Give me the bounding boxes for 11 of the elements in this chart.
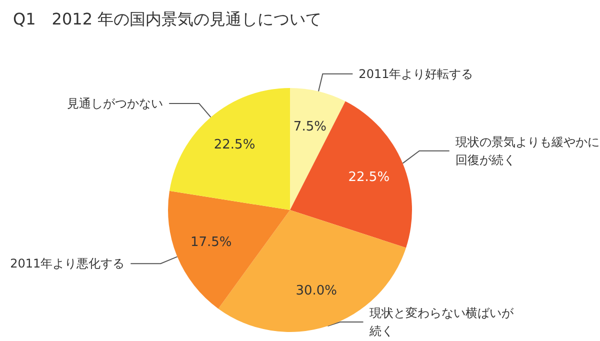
data-label: 17.5%: [190, 235, 232, 250]
chart-title: Q1 2012 年の国内景気の見通しについて: [13, 10, 322, 28]
data-label: 22.5%: [214, 138, 256, 153]
slice-label: 現状と変わらない横ばいが続く: [368, 306, 514, 338]
slice-label: 2011年より好転する: [358, 66, 474, 81]
data-label: 7.5%: [293, 119, 326, 134]
data-label: 22.5%: [348, 170, 390, 185]
data-label: 30.0%: [296, 284, 338, 299]
slice-label: 現状の景気よりも緩やかに回復が続く: [455, 134, 600, 167]
slice-label: 2011年より悪化する: [10, 256, 125, 271]
slice-label: 見通しがつかない: [67, 96, 164, 111]
